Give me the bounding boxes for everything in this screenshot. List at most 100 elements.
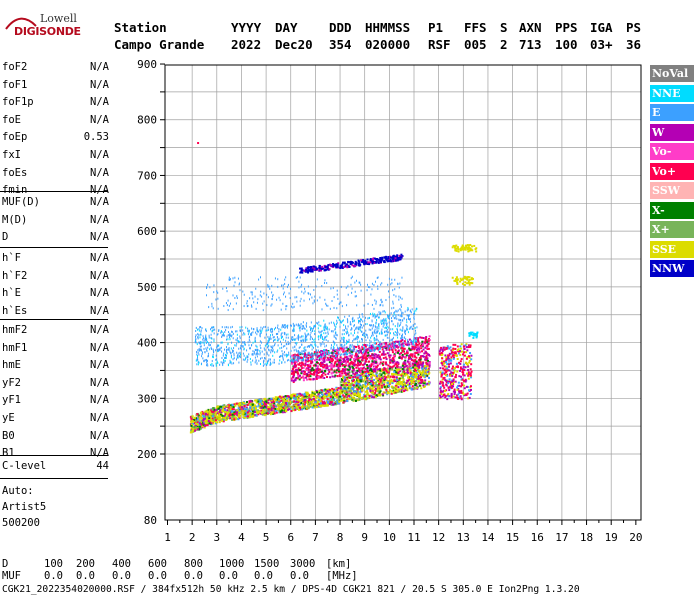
echo-point: [357, 363, 360, 366]
echo-point: [402, 350, 405, 353]
echo-point: [361, 347, 364, 350]
echo-point: [367, 387, 370, 390]
echo-point: [231, 404, 234, 407]
echo-point: [426, 365, 429, 368]
echo-point: [410, 311, 412, 314]
echo-point: [339, 362, 342, 365]
echo-point: [425, 352, 428, 355]
echo-point: [380, 319, 382, 322]
echo-point: [260, 399, 263, 402]
echo-point: [350, 392, 353, 395]
echo-point: [196, 421, 199, 424]
param-value: 44: [96, 460, 109, 472]
echo-point: [381, 346, 384, 349]
echo-point: [211, 408, 214, 411]
echo-point: [396, 351, 399, 354]
echo-point: [344, 371, 347, 374]
echo-point: [356, 355, 359, 358]
echo-point: [350, 350, 353, 353]
echo-point: [411, 327, 413, 330]
echo-point: [370, 345, 373, 348]
echo-point: [368, 364, 371, 367]
echo-point: [272, 404, 275, 407]
echo-point: [414, 358, 417, 361]
echo-point: [235, 338, 237, 341]
echo-point: [391, 359, 394, 362]
echo-point: [405, 372, 408, 375]
echo-point: [395, 373, 398, 376]
echo-point: [249, 414, 252, 417]
header-hhmmss: HHMMSS: [365, 20, 411, 35]
echo-point: [249, 357, 251, 360]
echo-point: [296, 396, 299, 399]
echo-point: [323, 328, 325, 331]
echo-point: [396, 381, 399, 384]
echo-point: [221, 350, 223, 353]
echo-point: [256, 350, 258, 353]
echo-point: [395, 371, 398, 374]
echo-point: [412, 353, 415, 356]
echo-point: [321, 404, 324, 407]
echo-point: [345, 387, 348, 390]
echo-point: [406, 343, 409, 346]
echo-point: [420, 347, 423, 350]
echo-point: [210, 412, 213, 415]
echo-point: [297, 338, 299, 341]
echo-point: [278, 398, 281, 401]
echo-point: [391, 385, 394, 388]
echo-point: [266, 353, 268, 356]
echo-point: [392, 328, 394, 331]
echo-point: [376, 364, 379, 367]
echo-point: [427, 380, 430, 383]
echo-point: [319, 402, 322, 405]
echo-point: [354, 399, 357, 402]
echo-point: [414, 361, 417, 364]
echo-point: [318, 399, 321, 402]
echo-point: [355, 386, 358, 389]
echo-point: [371, 384, 374, 387]
echo-point: [398, 343, 400, 346]
echo-point: [201, 410, 204, 413]
echo-point: [349, 366, 352, 369]
echo-point: [359, 384, 362, 387]
echo-point: [385, 372, 388, 375]
echo-point: [298, 405, 301, 408]
echo-point: [330, 321, 332, 324]
echo-point: [256, 328, 258, 331]
header-p1-value: RSF: [428, 37, 451, 52]
echo-point: [287, 324, 289, 327]
echo-point: [308, 363, 311, 366]
echo-point: [394, 343, 396, 346]
echo-point: [246, 416, 249, 419]
echo-point: [349, 361, 352, 364]
echo-point: [329, 393, 332, 396]
echo-point: [280, 399, 283, 402]
echo-point: [270, 345, 272, 348]
echo-point: [353, 324, 355, 327]
echo-point: [356, 390, 359, 393]
echo-point: [303, 355, 305, 358]
echo-point: [323, 342, 325, 345]
echo-point: [349, 386, 352, 389]
echo-point: [413, 387, 416, 390]
echo-point: [347, 388, 350, 391]
echo-point: [421, 344, 424, 347]
echo-point: [342, 350, 345, 353]
echo-point: [331, 364, 334, 367]
echo-point: [312, 397, 315, 400]
echo-point: [396, 327, 398, 330]
echo-point: [243, 415, 246, 418]
echo-point: [392, 336, 394, 339]
echo-point: [336, 319, 338, 322]
echo-point: [320, 355, 322, 358]
echo-point: [294, 369, 297, 372]
echo-point: [316, 349, 318, 352]
echo-point: [224, 326, 226, 329]
echo-point: [220, 414, 223, 417]
echo-point: [344, 385, 347, 388]
echo-point: [327, 398, 330, 401]
echo-point: [213, 340, 215, 343]
echo-point: [252, 353, 254, 356]
echo-point: [378, 363, 381, 366]
echo-point: [276, 404, 279, 407]
